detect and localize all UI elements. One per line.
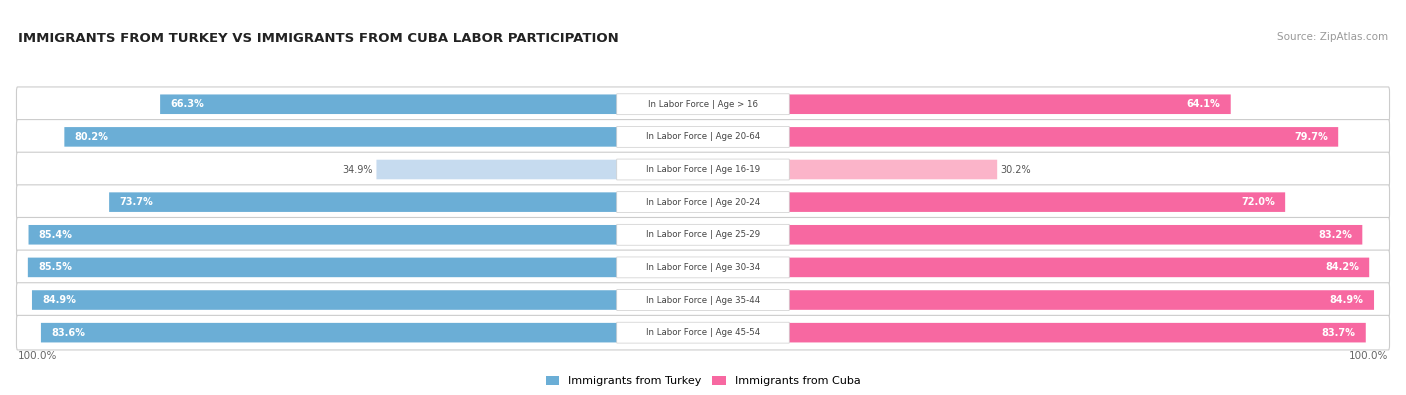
FancyBboxPatch shape <box>617 192 789 213</box>
FancyBboxPatch shape <box>17 218 1389 252</box>
FancyBboxPatch shape <box>17 283 1389 317</box>
Text: 80.2%: 80.2% <box>75 132 108 142</box>
FancyBboxPatch shape <box>41 323 617 342</box>
FancyBboxPatch shape <box>17 185 1389 220</box>
FancyBboxPatch shape <box>17 315 1389 350</box>
Text: In Labor Force | Age 16-19: In Labor Force | Age 16-19 <box>645 165 761 174</box>
FancyBboxPatch shape <box>28 225 617 245</box>
Text: 34.9%: 34.9% <box>343 164 373 175</box>
Legend: Immigrants from Turkey, Immigrants from Cuba: Immigrants from Turkey, Immigrants from … <box>546 376 860 386</box>
FancyBboxPatch shape <box>789 192 1285 212</box>
FancyBboxPatch shape <box>32 290 617 310</box>
FancyBboxPatch shape <box>789 94 1230 114</box>
Text: 64.1%: 64.1% <box>1187 99 1220 109</box>
FancyBboxPatch shape <box>17 152 1389 187</box>
Text: IMMIGRANTS FROM TURKEY VS IMMIGRANTS FROM CUBA LABOR PARTICIPATION: IMMIGRANTS FROM TURKEY VS IMMIGRANTS FRO… <box>18 32 619 45</box>
FancyBboxPatch shape <box>617 94 789 115</box>
FancyBboxPatch shape <box>28 258 617 277</box>
FancyBboxPatch shape <box>617 322 789 343</box>
FancyBboxPatch shape <box>17 120 1389 154</box>
Text: In Labor Force | Age 25-29: In Labor Force | Age 25-29 <box>645 230 761 239</box>
Text: In Labor Force | Age > 16: In Labor Force | Age > 16 <box>648 100 758 109</box>
Text: In Labor Force | Age 35-44: In Labor Force | Age 35-44 <box>645 295 761 305</box>
Text: 83.2%: 83.2% <box>1317 230 1353 240</box>
Text: Source: ZipAtlas.com: Source: ZipAtlas.com <box>1277 32 1388 41</box>
Text: 73.7%: 73.7% <box>120 197 153 207</box>
FancyBboxPatch shape <box>17 87 1389 122</box>
Text: 100.0%: 100.0% <box>1350 351 1389 361</box>
FancyBboxPatch shape <box>789 290 1374 310</box>
FancyBboxPatch shape <box>617 290 789 310</box>
FancyBboxPatch shape <box>617 257 789 278</box>
Text: In Labor Force | Age 45-54: In Labor Force | Age 45-54 <box>645 328 761 337</box>
FancyBboxPatch shape <box>17 250 1389 285</box>
Text: In Labor Force | Age 20-64: In Labor Force | Age 20-64 <box>645 132 761 141</box>
FancyBboxPatch shape <box>617 159 789 180</box>
Text: 79.7%: 79.7% <box>1294 132 1327 142</box>
Text: 100.0%: 100.0% <box>17 351 56 361</box>
Text: 66.3%: 66.3% <box>170 99 204 109</box>
FancyBboxPatch shape <box>789 258 1369 277</box>
Text: 85.4%: 85.4% <box>39 230 73 240</box>
Text: In Labor Force | Age 20-24: In Labor Force | Age 20-24 <box>645 198 761 207</box>
Text: 72.0%: 72.0% <box>1241 197 1275 207</box>
FancyBboxPatch shape <box>789 225 1362 245</box>
Text: In Labor Force | Age 30-34: In Labor Force | Age 30-34 <box>645 263 761 272</box>
FancyBboxPatch shape <box>789 323 1365 342</box>
FancyBboxPatch shape <box>789 127 1339 147</box>
FancyBboxPatch shape <box>65 127 617 147</box>
FancyBboxPatch shape <box>377 160 617 179</box>
Text: 83.6%: 83.6% <box>51 328 86 338</box>
FancyBboxPatch shape <box>110 192 617 212</box>
FancyBboxPatch shape <box>789 160 997 179</box>
FancyBboxPatch shape <box>617 224 789 245</box>
Text: 30.2%: 30.2% <box>1001 164 1031 175</box>
FancyBboxPatch shape <box>617 126 789 147</box>
Text: 84.2%: 84.2% <box>1324 262 1358 273</box>
Text: 85.5%: 85.5% <box>38 262 72 273</box>
FancyBboxPatch shape <box>160 94 617 114</box>
Text: 83.7%: 83.7% <box>1322 328 1355 338</box>
Text: 84.9%: 84.9% <box>1330 295 1364 305</box>
Text: 84.9%: 84.9% <box>42 295 76 305</box>
